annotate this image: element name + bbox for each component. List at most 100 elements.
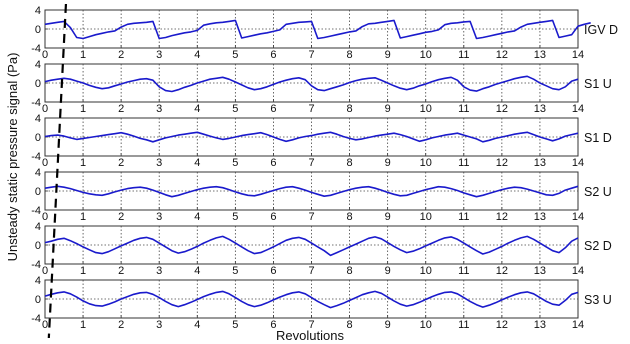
y-tick-label: -4 [31,259,41,271]
x-tick-label: 5 [232,265,238,277]
x-tick-label: 8 [347,157,353,169]
y-axis-title: Unsteady static pressure signal (Pa) [5,53,20,262]
x-tick-label: 2 [118,49,124,61]
x-tick-label: 13 [534,103,546,115]
x-tick-label: 14 [572,103,584,115]
x-tick-label: 12 [496,211,508,223]
y-tick-label: 4 [35,5,41,17]
series-line [44,235,579,257]
x-tick-label: 10 [420,157,432,169]
x-tick-label: 2 [118,319,124,331]
x-tick-label: 1 [80,103,86,115]
x-tick-label: 11 [458,265,469,277]
x-tick-label: 10 [420,211,432,223]
x-tick-label: 10 [420,49,432,61]
x-tick-label: 4 [194,319,200,331]
x-tick-label: 10 [420,103,432,115]
x-tick-label: 8 [347,103,353,115]
x-tick-label: 10 [420,319,432,331]
x-tick-label: 1 [80,157,86,169]
x-tick-label: 13 [534,265,546,277]
x-tick-label: 14 [572,157,584,169]
x-tick-label: 6 [270,49,276,61]
x-tick-label: 2 [118,211,124,223]
x-tick-label: 4 [194,265,200,277]
x-tick-label: 5 [232,103,238,115]
panel-label: IGV D [584,23,618,37]
x-tick-label: 9 [385,157,391,169]
x-tick-label: 9 [385,103,391,115]
x-tick-label: 2 [118,265,124,277]
x-tick-label: 9 [385,49,391,61]
x-tick-label: 6 [270,319,276,331]
x-tick-label: 6 [270,211,276,223]
y-tick-label: 0 [35,78,41,90]
x-tick-label: 7 [308,49,314,61]
x-tick-label: 3 [156,157,162,169]
x-tick-label: 13 [534,211,546,223]
x-tick-label: 0 [42,319,48,331]
series-line [44,185,579,198]
x-tick-label: 2 [118,157,124,169]
x-tick-label: 7 [308,265,314,277]
x-tick-label: 3 [156,265,162,277]
x-tick-label: 1 [80,319,86,331]
y-tick-label: -4 [31,313,41,325]
x-tick-label: 11 [458,103,469,115]
x-tick-label: 0 [42,265,48,277]
x-tick-label: 11 [458,157,469,169]
panel-label: S2 U [584,185,612,199]
x-tick-label: 0 [42,103,48,115]
x-tick-label: 14 [572,319,584,331]
x-tick-label: 8 [347,265,353,277]
x-tick-label: 5 [232,49,238,61]
x-tick-label: 14 [572,265,584,277]
x-tick-label: 5 [232,211,238,223]
x-tick-label: 7 [308,211,314,223]
x-tick-label: 6 [270,103,276,115]
x-tick-label: 8 [347,211,353,223]
x-tick-label: 0 [42,49,48,61]
x-tick-label: 7 [308,319,314,331]
x-tick-label: 0 [42,157,48,169]
x-tick-label: 9 [385,319,391,331]
x-tick-label: 12 [496,103,508,115]
x-tick-label: 11 [458,49,469,61]
y-tick-label: 0 [35,186,41,198]
x-tick-label: 3 [156,103,162,115]
x-tick-label: 4 [194,211,200,223]
x-tick-label: 2 [118,103,124,115]
x-tick-label: 5 [232,319,238,331]
series-line [44,290,579,309]
x-tick-label: 13 [534,319,546,331]
y-tick-label: -4 [31,151,41,163]
y-tick-label: 0 [35,294,41,306]
x-tick-label: 12 [496,265,508,277]
x-tick-label: 12 [496,49,508,61]
x-tick-label: 1 [80,265,86,277]
x-tick-label: 9 [385,265,391,277]
y-tick-label: 4 [35,113,41,125]
x-tick-label: 14 [572,49,584,61]
x-tick-label: 11 [458,319,469,331]
x-tick-label: 9 [385,211,391,223]
x-tick-label: 3 [156,49,162,61]
y-tick-label: 0 [35,240,41,252]
y-tick-label: 4 [35,221,41,233]
y-tick-label: 0 [35,132,41,144]
y-tick-label: -4 [31,97,41,109]
x-tick-label: 6 [270,157,276,169]
panel-label: S3 U [584,293,612,307]
x-tick-label: 1 [80,49,86,61]
x-tick-label: 3 [156,319,162,331]
x-tick-label: 4 [194,49,200,61]
y-tick-label: 0 [35,24,41,36]
y-tick-label: -4 [31,43,41,55]
x-tick-label: 4 [194,157,200,169]
